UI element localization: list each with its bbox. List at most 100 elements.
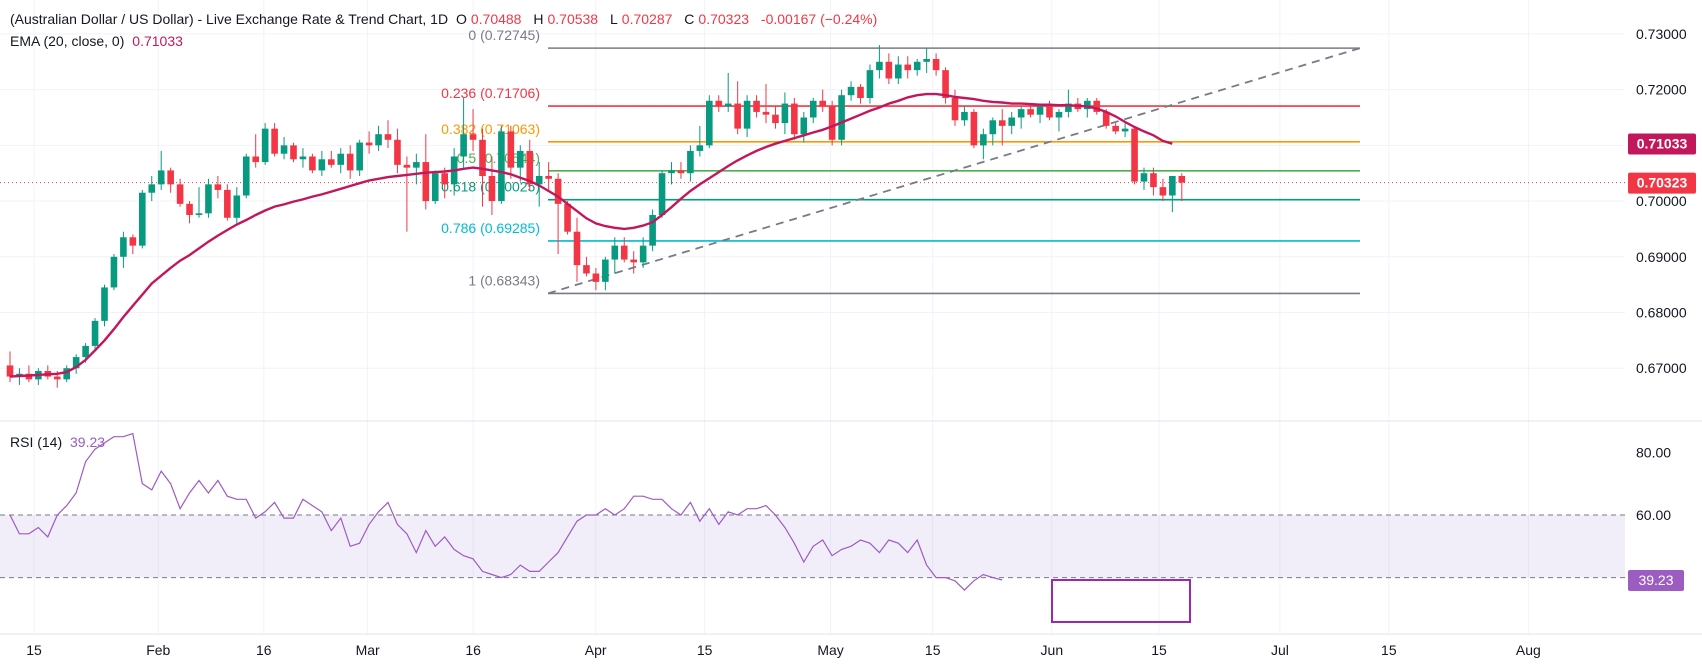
candle-body: [328, 159, 335, 165]
time-tick-label: Feb: [146, 642, 170, 658]
candle-body: [129, 237, 137, 246]
candle-body: [1017, 109, 1025, 118]
candle-body: [545, 176, 552, 179]
candle-body: [63, 368, 70, 380]
candle-body: [658, 173, 666, 215]
time-tick-label: 15: [1381, 642, 1397, 658]
candle-body: [1112, 125, 1119, 132]
candle-body: [1178, 176, 1186, 183]
price-tick-label: 0.68000: [1636, 305, 1687, 321]
candle-body: [1036, 106, 1044, 115]
candle-body: [526, 150, 534, 185]
rsi-line: [9, 432, 1003, 591]
candle-body: [1046, 106, 1053, 118]
candle-body: [743, 100, 751, 129]
candle-body: [469, 134, 477, 140]
candle-body: [1084, 100, 1091, 110]
time-tick-label: May: [817, 642, 843, 658]
candle-body: [1159, 187, 1167, 196]
ema-legend-value: 0.71033: [132, 33, 183, 49]
time-tick-label: 15: [1151, 642, 1167, 658]
candle-body: [1140, 173, 1148, 182]
fib-level-label: 0.382 (0.71063): [441, 121, 540, 137]
candle-body: [261, 128, 269, 163]
candle-body: [961, 111, 968, 121]
ema-price-tag-bg: [1628, 133, 1696, 155]
candle-body: [762, 111, 770, 115]
candle-body: [1169, 176, 1176, 196]
candle-body: [687, 150, 694, 174]
candle-body: [6, 365, 14, 377]
candle-body: [186, 203, 193, 215]
candle-body: [498, 131, 505, 202]
candle-body: [1027, 109, 1034, 115]
candle-body: [507, 131, 515, 168]
candle-body: [441, 173, 448, 185]
candle-body: [649, 215, 656, 246]
candle-body: [602, 259, 609, 282]
candle-body: [998, 120, 1006, 126]
price-tick-label: 0.67000: [1636, 360, 1687, 376]
candle-body: [564, 203, 571, 232]
candle-body: [224, 189, 231, 218]
candle-body: [1150, 173, 1157, 188]
candle-body: [980, 134, 987, 146]
candle-body: [1121, 128, 1129, 132]
ohlc-close: C 0.70323: [684, 11, 750, 27]
candle-body: [724, 103, 732, 107]
candle-body: [630, 259, 637, 263]
last-price-tag: 0.70323: [1637, 175, 1688, 191]
price-tick-label: 0.72000: [1636, 82, 1687, 98]
candle-body: [573, 231, 581, 266]
candle-body: [318, 159, 326, 171]
candle-body: [866, 70, 874, 98]
candle-body: [611, 245, 619, 260]
rsi-legend-value: 39.23: [70, 434, 106, 450]
candle-body: [120, 237, 127, 257]
candle-body: [394, 139, 401, 165]
ema-line: [9, 92, 1173, 378]
candle-body: [252, 156, 259, 163]
candle-body: [167, 170, 174, 185]
candle-body: [772, 114, 779, 124]
fibonacci-retracement: 0 (0.72745) 0.236 (0.71706) 0.382 (0.71063…: [441, 27, 1361, 295]
candle-body: [668, 170, 675, 174]
candle-body: [1008, 117, 1015, 126]
candle-body: [375, 134, 382, 146]
candle-body: [176, 184, 184, 204]
fib-level-label: 1 (0.68343): [468, 272, 540, 288]
candle-body: [857, 86, 864, 98]
price-tick-label: 0.69000: [1636, 249, 1687, 265]
rsi-band: [0, 514, 1625, 578]
candlestick-series: [6, 45, 1186, 388]
candle-body: [828, 106, 836, 140]
symbol-title[interactable]: (Australian Dollar / US Dollar) - Live E…: [10, 11, 449, 27]
ohlc-open: O 0.70488: [455, 11, 522, 27]
chart-header: (Australian Dollar / US Dollar) - Live E…: [10, 11, 881, 27]
rsi-legend-label: RSI (14): [10, 434, 63, 450]
candle-body: [488, 176, 496, 202]
ema-price-tag: 0.71033: [1637, 136, 1688, 152]
time-tick-label: 15: [26, 642, 42, 658]
candle-body: [838, 95, 845, 140]
price-tick-label: 0.70000: [1636, 193, 1687, 209]
candle-body: [82, 345, 89, 358]
grid: [0, 0, 1625, 634]
time-tick-label: 16: [256, 642, 272, 658]
candle-body: [148, 184, 156, 193]
ema-legend[interactable]: EMA (20, close, 0) 0.71033: [10, 33, 187, 49]
candle-body: [431, 173, 439, 202]
candle-body: [233, 195, 241, 218]
candle-body: [365, 142, 373, 146]
rsi-legend[interactable]: RSI (14) 39.23: [10, 434, 109, 450]
candle-body: [157, 170, 165, 185]
candle-body: [696, 145, 704, 151]
fib-level-label: 0.236 (0.71706): [441, 85, 540, 101]
time-tick-label: Jul: [1271, 642, 1289, 658]
time-tick-label: 15: [697, 642, 713, 658]
candle-body: [809, 100, 817, 118]
candle-body: [422, 162, 430, 202]
candle-body: [791, 103, 798, 135]
candle-body: [753, 100, 760, 112]
